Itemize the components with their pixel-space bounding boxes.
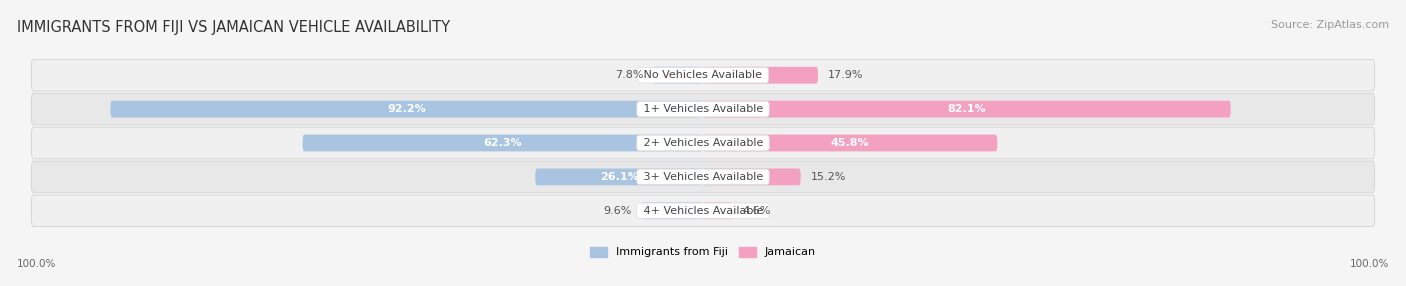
FancyBboxPatch shape [31,127,1375,159]
Text: 17.9%: 17.9% [828,70,863,80]
Text: 100.0%: 100.0% [1350,259,1389,269]
FancyBboxPatch shape [111,101,703,118]
Text: 4+ Vehicles Available: 4+ Vehicles Available [640,206,766,216]
FancyBboxPatch shape [703,67,818,84]
Text: 26.1%: 26.1% [600,172,638,182]
Text: 7.8%: 7.8% [614,70,643,80]
FancyBboxPatch shape [31,59,1375,91]
Text: IMMIGRANTS FROM FIJI VS JAMAICAN VEHICLE AVAILABILITY: IMMIGRANTS FROM FIJI VS JAMAICAN VEHICLE… [17,20,450,35]
Text: 62.3%: 62.3% [484,138,522,148]
FancyBboxPatch shape [703,135,997,151]
Text: 92.2%: 92.2% [387,104,426,114]
Text: 2+ Vehicles Available: 2+ Vehicles Available [640,138,766,148]
FancyBboxPatch shape [31,93,1375,125]
Text: 100.0%: 100.0% [17,259,56,269]
Text: 3+ Vehicles Available: 3+ Vehicles Available [640,172,766,182]
FancyBboxPatch shape [641,202,703,219]
FancyBboxPatch shape [31,195,1375,227]
Text: 82.1%: 82.1% [948,104,986,114]
FancyBboxPatch shape [652,67,703,84]
Text: No Vehicles Available: No Vehicles Available [640,70,766,80]
Text: 9.6%: 9.6% [603,206,631,216]
Text: 15.2%: 15.2% [810,172,846,182]
Text: 1+ Vehicles Available: 1+ Vehicles Available [640,104,766,114]
Text: Source: ZipAtlas.com: Source: ZipAtlas.com [1271,20,1389,30]
FancyBboxPatch shape [703,202,733,219]
FancyBboxPatch shape [536,168,703,185]
FancyBboxPatch shape [703,101,1230,118]
FancyBboxPatch shape [31,161,1375,193]
FancyBboxPatch shape [302,135,703,151]
Text: 45.8%: 45.8% [831,138,869,148]
Legend: Immigrants from Fiji, Jamaican: Immigrants from Fiji, Jamaican [586,242,820,262]
FancyBboxPatch shape [703,168,800,185]
Text: 4.6%: 4.6% [742,206,770,216]
